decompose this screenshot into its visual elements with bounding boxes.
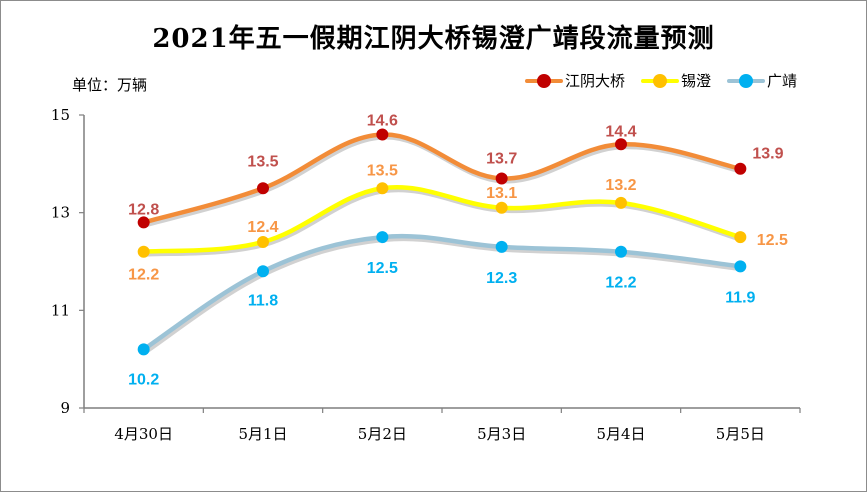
data-label-xicheng: 12.5 [757, 232, 788, 249]
legend-label-guangjing: 广靖 [766, 72, 797, 90]
y-tick-label: 15 [51, 106, 70, 124]
point-xicheng [376, 182, 389, 195]
point-guangjing [495, 240, 508, 253]
point-xicheng [137, 245, 150, 258]
legend-item-xicheng: 锡澄 [640, 70, 711, 91]
point-jiangyin [257, 182, 269, 195]
x-tick-label: 5月5日 [716, 425, 765, 443]
legend-item-jiangyin: 江阴大桥 [524, 70, 625, 91]
legend-label-jiangyin: 江阴大桥 [564, 72, 625, 90]
point-jiangyin [615, 138, 627, 151]
point-guangjing [734, 260, 747, 273]
point-jiangyin [376, 128, 389, 141]
data-label-jiangyin: 13.9 [752, 146, 783, 163]
data-label-jiangyin: 13.7 [486, 150, 517, 167]
data-label-guangjing: 12.2 [605, 275, 636, 292]
data-label-jiangyin: 12.8 [128, 201, 159, 218]
point-jiangyin [734, 162, 747, 175]
data-label-xicheng: 12.2 [128, 267, 159, 284]
y-tick-label: 9 [60, 399, 70, 417]
point-guangjing [615, 245, 627, 258]
legend-swatch-xicheng [640, 73, 679, 88]
series-shadow-guangjing [142, 236, 745, 355]
point-guangjing [137, 343, 150, 356]
x-tick-label: 4月30日 [114, 425, 173, 443]
point-xicheng [257, 235, 269, 248]
y-tick-label: 11 [51, 301, 70, 319]
point-jiangyin [495, 172, 508, 185]
data-label-guangjing: 12.3 [486, 270, 517, 287]
series-line-guangjing [141, 233, 743, 352]
y-tick-label: 13 [51, 204, 70, 222]
series-line-xicheng [141, 185, 743, 254]
data-label-xicheng: 13.2 [605, 177, 636, 194]
point-jiangyin [137, 216, 150, 229]
legend: 江阴大桥 锡澄 广靖 [524, 70, 797, 91]
data-label-guangjing: 11.9 [725, 289, 755, 306]
x-tick-label: 5月4日 [596, 425, 645, 443]
x-tick-label: 5月3日 [477, 425, 526, 443]
data-label-jiangyin: 14.6 [367, 113, 398, 130]
legend-swatch-jiangyin [524, 73, 563, 88]
unit-label: 单位：万辆 [72, 76, 148, 94]
point-xicheng [615, 196, 627, 209]
data-label-guangjing: 12.5 [367, 260, 398, 277]
chart-title: 2021年五一假期江阴大桥锡澄广靖段流量预测 [152, 24, 715, 54]
data-label-xicheng: 12.4 [247, 219, 278, 236]
x-tick-label: 5月2日 [358, 425, 407, 443]
series-line-jiangyin [141, 132, 743, 225]
data-label-guangjing: 11.8 [248, 292, 278, 309]
legend-swatch-guangjing [726, 73, 765, 88]
data-label-guangjing: 10.2 [128, 371, 159, 388]
data-label-jiangyin: 13.5 [247, 153, 278, 170]
data-label-xicheng: 13.5 [367, 162, 398, 179]
legend-label-xicheng: 锡澄 [680, 72, 711, 90]
point-xicheng [495, 201, 508, 214]
point-guangjing [257, 265, 269, 278]
data-label-jiangyin: 14.4 [605, 123, 636, 140]
point-guangjing [376, 231, 389, 244]
legend-item-guangjing: 广靖 [726, 70, 797, 91]
data-label-xicheng: 13.1 [486, 185, 517, 202]
point-xicheng [734, 231, 747, 244]
x-tick-label: 5月1日 [238, 425, 287, 443]
